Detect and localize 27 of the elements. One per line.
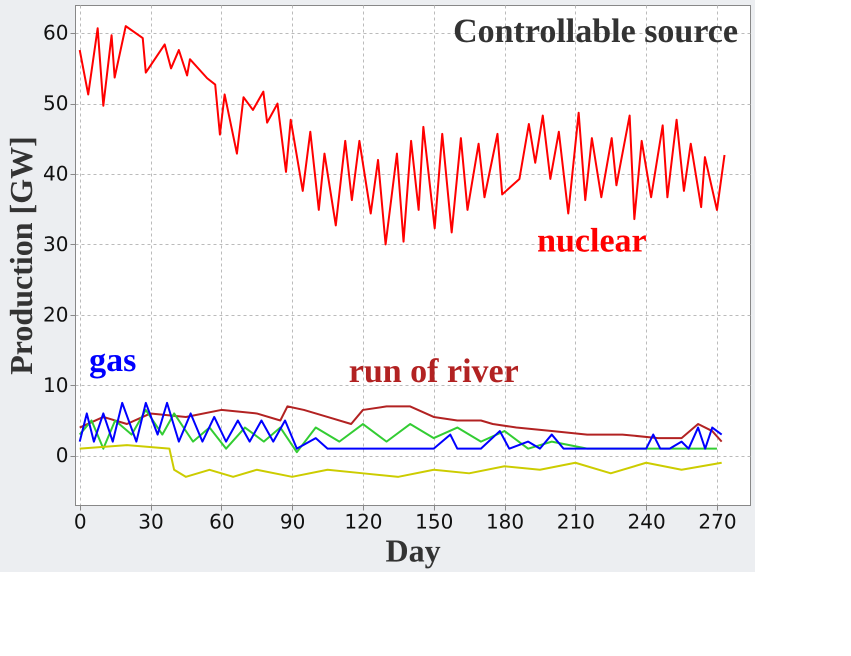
x-tick-label: 120 — [344, 510, 383, 534]
y-tick-label: 20 — [43, 302, 68, 326]
x-tick-label: 210 — [556, 510, 595, 534]
y-tick-label: 50 — [43, 91, 68, 116]
series-label: nuclear — [537, 222, 647, 260]
y-tick-label: 0 — [56, 443, 68, 468]
x-tick-label: 90 — [280, 510, 306, 534]
line-series — [78, 405, 723, 443]
x-tick-label: 0 — [74, 510, 87, 534]
x-tick-label: 180 — [486, 510, 524, 534]
y-axis-title: Production [GW] — [3, 136, 40, 375]
x-tick-label: 150 — [415, 510, 454, 534]
x-tick-label: 240 — [628, 510, 666, 534]
line-series — [78, 408, 718, 454]
line-series — [78, 444, 723, 478]
series-label: gas — [89, 342, 136, 380]
x-tick-label: 30 — [138, 510, 164, 534]
y-tick-label: 60 — [43, 20, 68, 45]
y-tick-label: 40 — [43, 162, 68, 186]
line-series — [78, 402, 723, 450]
x-tick-label: 270 — [698, 510, 737, 534]
x-tick-label: 60 — [209, 510, 235, 534]
x-axis-title: Day — [385, 532, 441, 568]
y-tick-label: 30 — [43, 232, 68, 256]
chart-title: Controllable source — [453, 13, 738, 50]
y-tick-label: 10 — [43, 372, 68, 397]
series-label: run of river — [348, 352, 519, 390]
